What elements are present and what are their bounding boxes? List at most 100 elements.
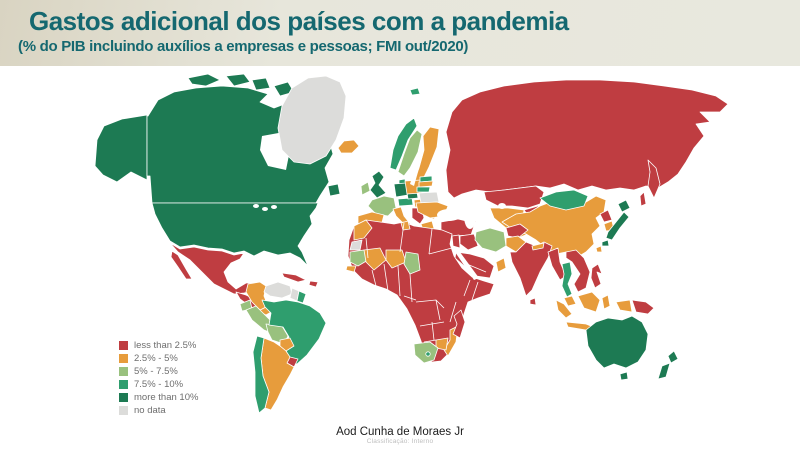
country-russia-kamchatka xyxy=(647,159,661,199)
country-suriname-guiana xyxy=(296,290,307,304)
great-lake xyxy=(262,207,268,211)
country-sweden xyxy=(397,129,423,177)
country-iceland xyxy=(337,139,360,154)
country-russia-sakhalin xyxy=(639,191,647,207)
country-mongolia xyxy=(539,189,589,211)
country-venezuela xyxy=(263,281,293,299)
country-paraguay xyxy=(279,337,295,352)
country-indochina xyxy=(565,249,591,293)
legend-label-nodata: no data xyxy=(134,405,166,416)
country-uk xyxy=(369,170,387,199)
country-indonesia-papua xyxy=(615,299,633,313)
country-mexico xyxy=(169,242,257,295)
country-levant xyxy=(451,234,461,249)
country-lithuania xyxy=(416,186,431,193)
country-indonesia-sulawesi xyxy=(601,294,611,310)
country-mauritania xyxy=(349,249,369,267)
country-indonesia-sumatra xyxy=(555,299,573,319)
legend-swatch-gt10 xyxy=(119,393,128,402)
country-canada-island xyxy=(187,73,221,87)
country-new-zealand-north xyxy=(667,350,679,364)
country-australia-tasmania xyxy=(619,371,629,381)
country-new-zealand-south xyxy=(657,362,671,380)
caspian-sea xyxy=(464,203,476,229)
country-usa xyxy=(151,202,319,267)
country-senegal xyxy=(345,265,357,273)
country-switzerland-austria xyxy=(397,197,414,207)
country-indonesia-borneo xyxy=(577,291,601,313)
country-borders xyxy=(365,222,487,343)
country-australia xyxy=(585,315,649,369)
legend-swatch-lt25 xyxy=(119,341,128,350)
country-russia xyxy=(445,79,729,199)
legend-label-c75_10: 7.5% - 10% xyxy=(134,379,184,390)
legend-item-gt10: more than 10% xyxy=(119,392,199,403)
great-lake xyxy=(271,205,277,209)
country-madagascar xyxy=(452,309,466,339)
country-afghanistan xyxy=(505,223,529,239)
country-france xyxy=(367,195,397,217)
country-morocco xyxy=(353,219,373,241)
country-iraq xyxy=(459,233,479,251)
country-svalbard xyxy=(409,87,421,96)
aral-sea xyxy=(498,203,506,209)
country-sri-lanka xyxy=(529,297,537,306)
country-niger xyxy=(385,249,407,269)
country-chad xyxy=(403,251,421,275)
country-mexico-baja xyxy=(170,250,193,280)
country-oman xyxy=(495,257,507,273)
legend: less than 2.5% 2.5% - 5% 5% - 7.5% 7.5% - 1… xyxy=(119,340,199,419)
country-canada-island xyxy=(225,73,251,87)
country-lesotho xyxy=(425,351,431,357)
country-chile xyxy=(252,335,270,414)
legend-swatch-c25_5 xyxy=(119,354,128,363)
country-papua-new-guinea xyxy=(631,299,655,315)
legend-item-c25_5: 2.5% - 5% xyxy=(119,353,198,364)
country-philippines xyxy=(590,263,603,289)
page-subtitle: (% do PIB incluindo auxílios a empresas … xyxy=(18,38,469,55)
persian-gulf xyxy=(483,252,496,260)
legend-label-c25_5: 2.5% - 5% xyxy=(134,353,178,364)
country-japan-honshu xyxy=(605,211,630,241)
legend-item-lt25: less than 2.5% xyxy=(119,340,198,351)
legend-label-c5_75: 5% - 7.5% xyxy=(134,366,178,377)
page-title: Gastos adicional dos países com a pandem… xyxy=(29,6,569,36)
country-japan-hokkaido xyxy=(617,199,631,213)
country-kazakhstan xyxy=(483,185,545,209)
country-hispaniola xyxy=(308,280,319,288)
legend-swatch-c5_75 xyxy=(119,367,128,376)
country-canada-newfoundland xyxy=(327,183,341,197)
country-tunisia xyxy=(400,220,411,231)
footer-watermark: Classificação: Interno xyxy=(366,438,434,445)
country-cuba xyxy=(281,272,307,283)
header-band xyxy=(0,0,800,66)
country-india xyxy=(509,241,553,297)
legend-label-lt25: less than 2.5% xyxy=(134,340,197,351)
country-canada-island xyxy=(251,77,271,91)
legend-label-gt10: more than 10% xyxy=(134,392,199,403)
black-sea xyxy=(437,209,461,221)
country-ireland xyxy=(360,181,371,196)
country-nepal xyxy=(531,242,545,251)
legend-item-c75_10: 7.5% - 10% xyxy=(119,379,198,390)
great-lake xyxy=(253,204,259,208)
country-western-sahara xyxy=(349,239,363,251)
country-north-korea xyxy=(599,209,613,223)
country-thailand xyxy=(561,261,573,298)
country-taiwan xyxy=(595,245,603,253)
country-mali xyxy=(363,247,387,271)
country-brazil xyxy=(261,299,327,365)
country-alaska xyxy=(94,114,148,183)
legend-swatch-c75_10 xyxy=(119,380,128,389)
legend-item-c5_75: 5% - 7.5% xyxy=(119,366,198,377)
legend-swatch-nodata xyxy=(119,406,128,415)
baltic-sea xyxy=(410,150,424,186)
country-zimbabwe xyxy=(435,337,449,351)
legend-item-nodata: no data xyxy=(119,405,198,416)
country-latvia xyxy=(418,180,434,188)
country-iran xyxy=(474,227,507,253)
country-belarus xyxy=(418,191,440,204)
country-malaysia xyxy=(563,295,577,307)
